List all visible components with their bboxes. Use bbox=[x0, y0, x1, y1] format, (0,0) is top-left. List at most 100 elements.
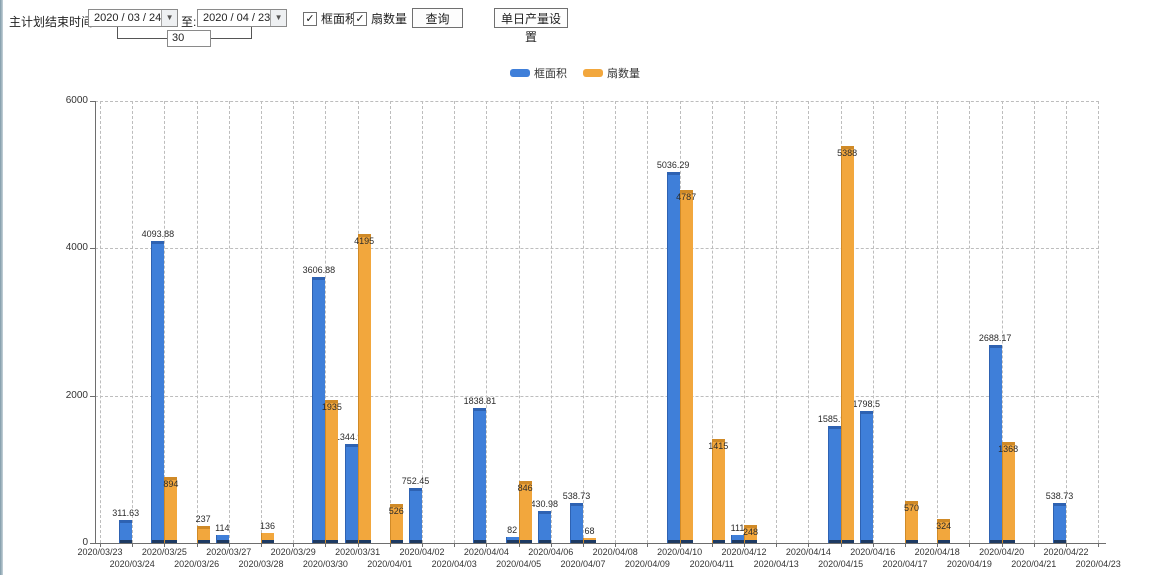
bar-value-label: 2688.17 bbox=[978, 333, 1012, 343]
grid-line-horizontal bbox=[95, 248, 1099, 250]
check-icon[interactable]: ✓ bbox=[353, 11, 367, 26]
bar-frame-area[interactable] bbox=[827, 426, 841, 543]
grid-line-vertical bbox=[518, 101, 520, 543]
grid-line-horizontal bbox=[95, 101, 1099, 102]
grid-line-vertical bbox=[1098, 101, 1100, 543]
bar-frame-area[interactable] bbox=[666, 172, 680, 543]
bar-sash-count[interactable] bbox=[840, 146, 854, 543]
date-to-value[interactable]: 2020 / 04 / 23 bbox=[203, 12, 271, 24]
x-axis-label: 2020/04/09 bbox=[624, 559, 670, 569]
bar-top-shade bbox=[197, 526, 210, 529]
grid-line-vertical bbox=[422, 101, 423, 543]
x-axis-tick bbox=[357, 543, 359, 547]
grid-line-horizontal bbox=[95, 395, 1099, 397]
query-button[interactable]: 查询 bbox=[412, 8, 463, 28]
bar-top-shade bbox=[680, 190, 693, 193]
grid-line-vertical bbox=[808, 101, 810, 543]
date-from-value[interactable]: 2020 / 03 / 24 bbox=[94, 12, 162, 24]
bar-base-shade bbox=[841, 540, 854, 543]
bar-sash-count[interactable] bbox=[1001, 442, 1015, 543]
bar-sash-count[interactable] bbox=[357, 234, 371, 543]
bar-base-shade bbox=[538, 540, 551, 543]
bar-base-shade bbox=[1054, 540, 1066, 543]
bar-sash-count[interactable] bbox=[937, 519, 951, 543]
grid-line-vertical bbox=[583, 101, 584, 543]
bar-frame-area[interactable] bbox=[1053, 503, 1066, 543]
bar-sash-count[interactable] bbox=[518, 481, 532, 543]
bar-frame-area[interactable] bbox=[988, 345, 1002, 543]
bar-sash-count[interactable] bbox=[325, 400, 339, 543]
bar-sash-count[interactable] bbox=[679, 190, 693, 543]
bar-frame-area[interactable] bbox=[344, 444, 358, 543]
bar-sash-count[interactable] bbox=[389, 504, 403, 543]
x-axis-tick bbox=[261, 543, 262, 547]
x-axis-label: 2020/04/22 bbox=[1043, 547, 1089, 557]
bar-base-shade bbox=[745, 540, 757, 543]
bar-frame-area[interactable] bbox=[312, 277, 326, 543]
daily-output-settings-button[interactable]: 单日产量设置 bbox=[494, 8, 568, 44]
grid-line-vertical bbox=[744, 101, 745, 543]
grid-line-vertical bbox=[615, 101, 617, 543]
bar-value-label: 846 bbox=[517, 483, 533, 493]
grid-line-vertical bbox=[132, 101, 134, 543]
bar-frame-area[interactable] bbox=[570, 503, 583, 543]
x-axis-tick bbox=[937, 543, 939, 547]
bar-top-shade bbox=[410, 488, 422, 491]
bar-value-label: 1415 bbox=[708, 441, 729, 451]
bar-sash-count[interactable] bbox=[905, 501, 918, 543]
bar-sash-count[interactable] bbox=[711, 439, 725, 543]
bar-sash-count[interactable] bbox=[744, 525, 757, 543]
x-axis-tick bbox=[164, 543, 166, 547]
grid-line-vertical bbox=[1066, 101, 1067, 543]
bar-top-shade bbox=[571, 503, 583, 506]
date-from-picker[interactable]: 2020 / 03 / 24 ▼ bbox=[88, 9, 178, 27]
chevron-down-icon[interactable]: ▼ bbox=[270, 10, 286, 26]
grid-line-vertical bbox=[196, 101, 198, 543]
y-axis-label: 4000 bbox=[65, 242, 88, 254]
bar-sash-count[interactable] bbox=[164, 477, 178, 543]
grid-line-vertical bbox=[261, 101, 262, 543]
bar-base-shade bbox=[571, 540, 583, 543]
check-icon[interactable]: ✓ bbox=[303, 11, 317, 26]
bar-base-shade bbox=[358, 540, 371, 543]
bar-base-shade bbox=[584, 540, 596, 543]
legend-item-frame-area[interactable]: 框面积 bbox=[510, 65, 567, 81]
checkbox-sash-count[interactable]: ✓ 扇数量 bbox=[353, 10, 407, 27]
x-axis-tick bbox=[1066, 543, 1067, 547]
bar-base-shade bbox=[313, 540, 326, 543]
bar-sash-count[interactable] bbox=[196, 526, 210, 543]
offset-days-input[interactable]: 30 bbox=[167, 30, 211, 47]
bar-frame-area[interactable] bbox=[859, 411, 873, 543]
grid-line-vertical bbox=[293, 101, 295, 543]
x-axis-label: 2020/04/05 bbox=[496, 559, 542, 569]
bar-value-label: 5036.29 bbox=[656, 160, 690, 170]
x-axis-tick bbox=[550, 543, 552, 547]
bar-frame-area[interactable] bbox=[409, 488, 422, 543]
bar-frame-area[interactable] bbox=[731, 535, 744, 543]
x-axis-tick bbox=[422, 543, 423, 547]
bar-sash-count[interactable] bbox=[583, 538, 596, 543]
grid-line-vertical bbox=[325, 101, 327, 543]
grid-line-vertical bbox=[872, 101, 874, 543]
bar-frame-area[interactable] bbox=[151, 241, 165, 543]
bar-frame-area[interactable] bbox=[119, 520, 133, 543]
bar-frame-area[interactable] bbox=[537, 511, 551, 543]
bar-base-shade bbox=[828, 540, 841, 543]
date-to-picker[interactable]: 2020 / 04 / 23 ▼ bbox=[197, 9, 287, 27]
bar-value-label: 68 bbox=[584, 526, 595, 536]
x-axis-label: 2020/04/14 bbox=[785, 547, 831, 557]
grid-line-vertical bbox=[1001, 101, 1003, 543]
bar-frame-area[interactable] bbox=[505, 537, 519, 543]
x-axis-tick bbox=[840, 543, 842, 547]
x-axis-tick bbox=[132, 543, 134, 547]
bar-frame-area[interactable] bbox=[215, 535, 229, 543]
chevron-down-icon[interactable]: ▼ bbox=[161, 10, 177, 26]
grid-line-vertical bbox=[905, 101, 906, 543]
checkbox-frame-area[interactable]: ✓ 框面积 bbox=[303, 10, 357, 27]
bar-frame-area[interactable] bbox=[473, 408, 487, 543]
bar-value-label: 136 bbox=[259, 521, 276, 531]
x-axis-tick bbox=[100, 543, 101, 547]
bar-sash-count[interactable] bbox=[261, 533, 274, 543]
legend-item-sash-count[interactable]: 扇数量 bbox=[583, 65, 640, 81]
x-axis-tick bbox=[389, 543, 391, 547]
